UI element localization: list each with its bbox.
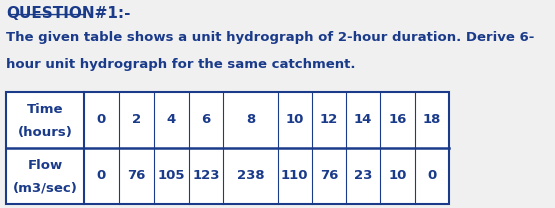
Text: 0: 0 — [97, 113, 106, 126]
Text: 6: 6 — [201, 113, 211, 126]
Text: hour unit hydrograph for the same catchment.: hour unit hydrograph for the same catchm… — [6, 58, 355, 71]
Text: 2: 2 — [132, 113, 141, 126]
Text: Flow: Flow — [27, 159, 63, 172]
Text: Time: Time — [27, 103, 63, 116]
Text: 4: 4 — [166, 113, 176, 126]
Text: 123: 123 — [192, 169, 220, 182]
Text: 10: 10 — [388, 169, 407, 182]
Text: 76: 76 — [127, 169, 145, 182]
Text: 238: 238 — [237, 169, 264, 182]
Text: 76: 76 — [320, 169, 338, 182]
Text: 23: 23 — [354, 169, 372, 182]
Text: 14: 14 — [354, 113, 372, 126]
Text: 12: 12 — [320, 113, 338, 126]
Text: QUESTION#1:-: QUESTION#1:- — [6, 6, 130, 21]
Text: 105: 105 — [158, 169, 185, 182]
Text: 18: 18 — [422, 113, 441, 126]
Text: 10: 10 — [285, 113, 304, 126]
Text: 0: 0 — [97, 169, 106, 182]
Text: (m3/sec): (m3/sec) — [13, 182, 77, 195]
Text: 16: 16 — [388, 113, 407, 126]
Text: 0: 0 — [427, 169, 436, 182]
Text: (hours): (hours) — [18, 126, 72, 139]
Text: The given table shows a unit hydrograph of 2-hour duration. Derive 6-: The given table shows a unit hydrograph … — [6, 31, 534, 44]
Text: 110: 110 — [281, 169, 309, 182]
Text: 8: 8 — [246, 113, 255, 126]
